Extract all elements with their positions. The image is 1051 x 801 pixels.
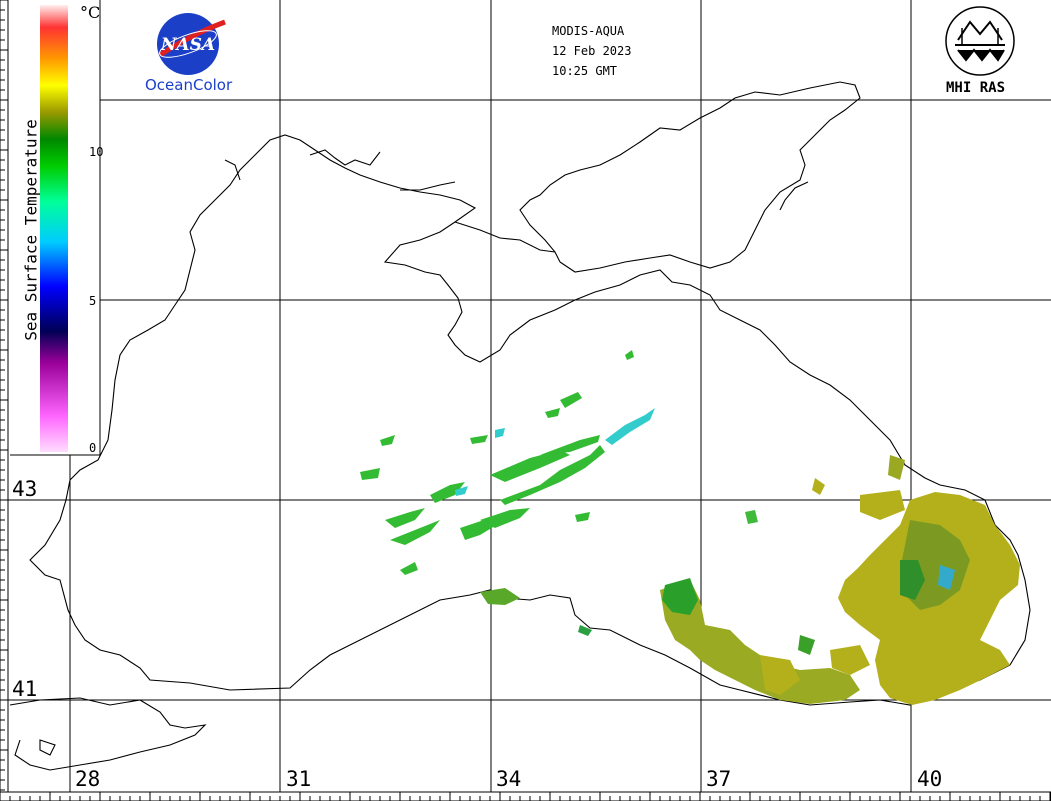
nasa-logo: NASA	[157, 13, 226, 75]
nasa-logo-text: NASA	[160, 35, 215, 55]
lat-label-43: 43	[12, 477, 38, 501]
mhi-ras-caption: MHI RAS	[946, 80, 1006, 96]
date-label: 12 Feb 2023	[552, 44, 632, 58]
left-ruler	[0, 0, 9, 801]
sensor-label: MODIS-AQUA	[552, 24, 625, 38]
mhi-ras-logo	[945, 6, 1015, 76]
legend-tick-10: 10	[89, 145, 104, 159]
color-scale-bar	[40, 5, 68, 452]
oceancolor-caption: OceanColor	[145, 76, 233, 94]
lon-label-31: 31	[286, 767, 312, 791]
bottom-ruler	[0, 791, 1051, 801]
lon-label-34: 34	[496, 767, 522, 791]
legend-title: Sea Surface Temperature	[21, 119, 41, 341]
legend-tick-0: 0	[89, 441, 97, 455]
time-label: 10:25 GMT	[552, 64, 618, 78]
legend-tick-5: 5	[89, 294, 97, 308]
lon-label-28: 28	[75, 767, 101, 791]
lat-label-41: 41	[12, 677, 38, 701]
coastline	[9, 81, 1031, 771]
legend-unit: °C	[80, 3, 101, 22]
lon-label-40: 40	[917, 767, 943, 791]
sst-data	[360, 350, 1020, 705]
lon-label-37: 37	[706, 767, 732, 791]
